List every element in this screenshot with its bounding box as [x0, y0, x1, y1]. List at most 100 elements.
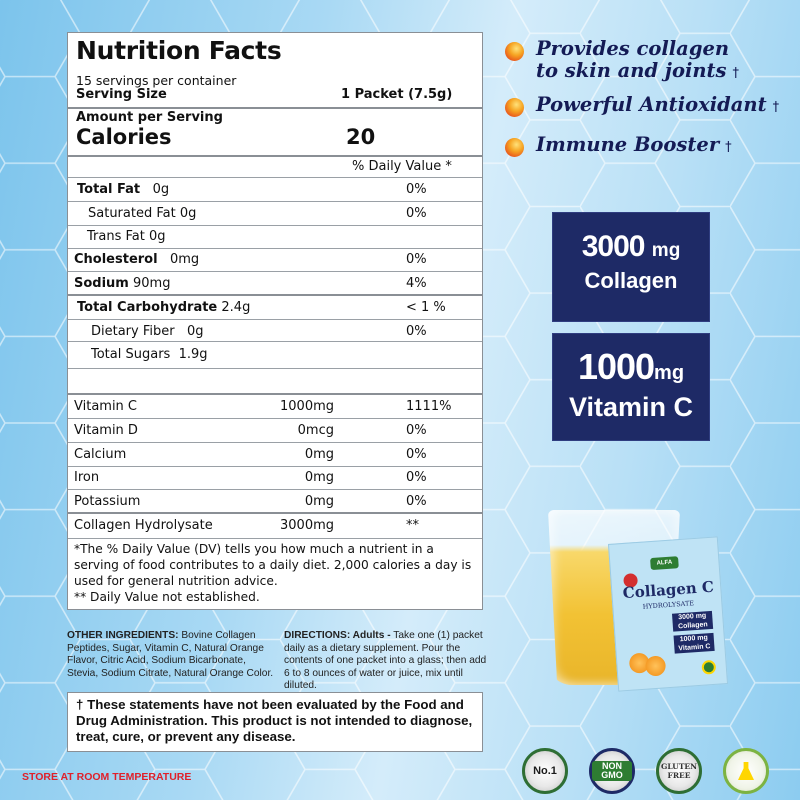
- calories-label: Calories: [76, 125, 172, 149]
- amount-per-serving-label: Amount per Serving: [76, 110, 223, 125]
- directions: DIRECTIONS: Adults - Take one (1) packet…: [284, 630, 494, 693]
- benefit-text: Provides collagen: [536, 37, 730, 60]
- nutrient-row-total-fat: Total Fat 0g 0%: [68, 178, 482, 201]
- badge-amount: 3000: [581, 230, 646, 263]
- badge-name: Vitamin C: [568, 392, 694, 422]
- nutrient-row-total-carbohydrate: Total Carbohydrate 2.4g < 1 %: [68, 296, 482, 319]
- vitamin-c-amount-badge: 1000mg Vitamin C: [552, 333, 710, 441]
- nutrient-amount: 2.4g: [221, 300, 251, 315]
- nutrient-amount: 0g: [187, 324, 204, 339]
- divider: [68, 248, 482, 249]
- vitamin-dv: 0%: [406, 470, 427, 485]
- serving-size-label: Serving Size: [76, 87, 167, 102]
- vitamin-row-iron: Iron 0mg 0%: [68, 466, 482, 489]
- other-ingredients-text: Bovine Collagen Peptides, Sugar, Vitamin…: [67, 630, 274, 679]
- orange-bullet-icon: [505, 42, 524, 61]
- vitamin-row-collagen-hydrolysate: Collagen Hydrolysate 3000mg **: [68, 514, 482, 537]
- footnote-dv-explanation: *The % Daily Value (DV) tells you how mu…: [74, 542, 472, 588]
- divider: [68, 512, 482, 514]
- serving-size-value: 1 Packet (7.5g): [341, 87, 453, 102]
- nutrient-dv: 0%: [406, 324, 427, 339]
- daily-value-header: % Daily Value *: [352, 159, 452, 174]
- vitamin-dv: 0%: [406, 447, 427, 462]
- badge-unit: mg: [654, 362, 685, 384]
- benefit-text: to skin and joints: [536, 59, 727, 82]
- vitamin-row-calcium: Calcium 0mg 0%: [68, 443, 482, 466]
- vitamin-label: Calcium: [74, 447, 127, 462]
- non-gmo-badge-icon: NON GMO: [589, 748, 635, 794]
- nutrient-label: Dietary Fiber: [91, 324, 175, 339]
- nutrient-label: Total Carbohydrate: [77, 300, 218, 315]
- vitamin-dv: 0%: [406, 423, 427, 438]
- nutrient-label: Trans Fat: [87, 229, 145, 244]
- daily-value-footnote: *The % Daily Value (DV) tells you how mu…: [74, 541, 479, 605]
- nutrient-amount: 0g: [148, 229, 166, 244]
- badge-amount: 1000: [577, 346, 655, 387]
- nutrient-row-trans-fat: Trans Fat 0g: [68, 225, 482, 248]
- vitamin-amount: 3000mg: [280, 518, 334, 533]
- dagger-mark: †: [732, 66, 740, 81]
- divider: [68, 155, 482, 157]
- nutrient-dv: 0%: [406, 182, 427, 197]
- cert-center-text: GLUTEN FREE: [661, 762, 697, 780]
- divider: [68, 271, 482, 272]
- badge-unit: mg: [651, 240, 681, 261]
- nutrient-label: Total Sugars: [91, 347, 171, 362]
- in-house-testing-badge-icon: [723, 748, 769, 794]
- nutrient-dv: 4%: [406, 276, 427, 291]
- nutrient-label: Cholesterol: [74, 252, 158, 267]
- vitamin-amount: 0mcg: [297, 423, 334, 438]
- vitamin-amount: 0mg: [304, 494, 334, 509]
- vitamin-dv: 0%: [406, 494, 427, 509]
- vitamin-row-vitamin-d: Vitamin D 0mcg 0%: [68, 419, 482, 442]
- nutrient-row-cholesterol: Cholesterol 0mg 0%: [68, 248, 482, 271]
- collagen-amount-badge: 3000 mg Collagen: [552, 212, 710, 322]
- dagger-mark: †: [725, 140, 732, 155]
- nutrient-amount: 0g: [152, 182, 170, 197]
- divider: [68, 341, 482, 342]
- servings-per-container: 15 servings per container: [76, 73, 237, 88]
- divider: [68, 177, 482, 178]
- divider: [68, 319, 482, 320]
- vitamin-row-potassium: Potassium 0mg 0%: [68, 490, 482, 513]
- nutrient-label: Total Fat: [77, 182, 141, 197]
- vitamin-label: Potassium: [74, 494, 141, 509]
- badge-name: Collagen: [584, 268, 678, 293]
- nutrient-row-sodium: Sodium 90mg 4%: [68, 272, 482, 295]
- nutrient-dv: 0%: [406, 252, 427, 267]
- nutrient-row-saturated-fat: Saturated Fat 0g 0%: [68, 202, 482, 225]
- nutrient-amount: 0g: [179, 206, 197, 221]
- satisfaction-guaranteed-badge-icon: No.1: [522, 748, 568, 794]
- storage-instruction: STORE AT ROOM TEMPERATURE: [22, 771, 192, 783]
- orange-slice-icon: [644, 655, 667, 677]
- nutrient-label: Sodium: [74, 276, 129, 291]
- fda-disclaimer: † These statements have not been evaluat…: [67, 692, 483, 752]
- divider: [68, 466, 482, 467]
- nutrition-facts-panel: Nutrition Facts 15 servings per containe…: [67, 32, 483, 610]
- cert-center-text: NON GMO: [592, 761, 632, 781]
- brand-logo: ALFA: [650, 556, 679, 571]
- divider: [68, 418, 482, 419]
- vitamin-amount: 0mg: [304, 470, 334, 485]
- vitamin-dv: 1111%: [406, 399, 452, 414]
- nutrition-facts-title: Nutrition Facts: [76, 36, 282, 65]
- vitamin-amount: 0mg: [304, 447, 334, 462]
- divider: [68, 442, 482, 443]
- vitamin-label: Vitamin C: [74, 399, 138, 414]
- nutrient-row-dietary-fiber: Dietary Fiber 0g 0%: [68, 320, 482, 343]
- vitamin-dv: **: [406, 518, 419, 533]
- divider: [68, 393, 482, 395]
- packet-vitamin-c-badge: 1000 mg Vitamin C: [673, 632, 715, 654]
- cert-center-text: No.1: [533, 764, 557, 777]
- vitamin-amount: 1000mg: [280, 399, 334, 414]
- vitamin-label: Iron: [74, 470, 100, 485]
- directions-text: Take one (1) packet daily as a dietary s…: [284, 630, 487, 691]
- gluten-free-badge-icon: GLUTEN FREE: [656, 748, 702, 794]
- divider: [68, 294, 482, 296]
- benefit-text: Immune Booster: [536, 133, 720, 156]
- footnote-dv-not-established: ** Daily Value not established.: [74, 590, 260, 604]
- nutrient-amount: 0mg: [169, 252, 200, 267]
- packet-collagen-badge: 3000 mg Collagen: [671, 610, 714, 632]
- calories-value: 20: [346, 125, 376, 149]
- nutrient-amount: 90mg: [133, 276, 171, 291]
